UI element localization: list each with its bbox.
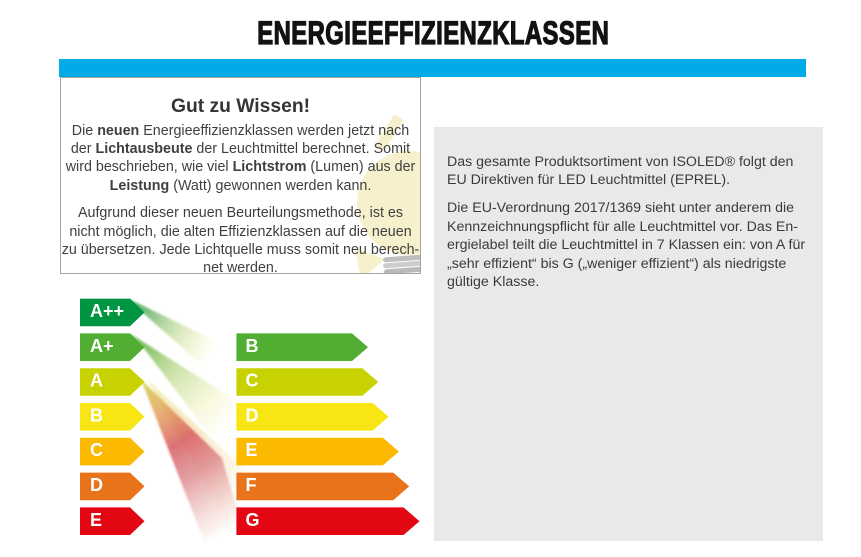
svg-text:C: C xyxy=(246,371,259,391)
svg-text:B: B xyxy=(246,336,259,356)
svg-text:B: B xyxy=(90,405,103,425)
svg-text:E: E xyxy=(246,440,258,460)
svg-text:D: D xyxy=(246,405,259,425)
svg-text:A++: A++ xyxy=(90,301,124,321)
svg-text:A: A xyxy=(90,371,103,391)
svg-text:C: C xyxy=(90,440,103,460)
svg-text:G: G xyxy=(246,510,260,530)
svg-text:A+: A+ xyxy=(90,336,114,356)
svg-text:F: F xyxy=(246,475,257,495)
svg-text:E: E xyxy=(90,510,102,530)
svg-text:D: D xyxy=(90,475,103,495)
